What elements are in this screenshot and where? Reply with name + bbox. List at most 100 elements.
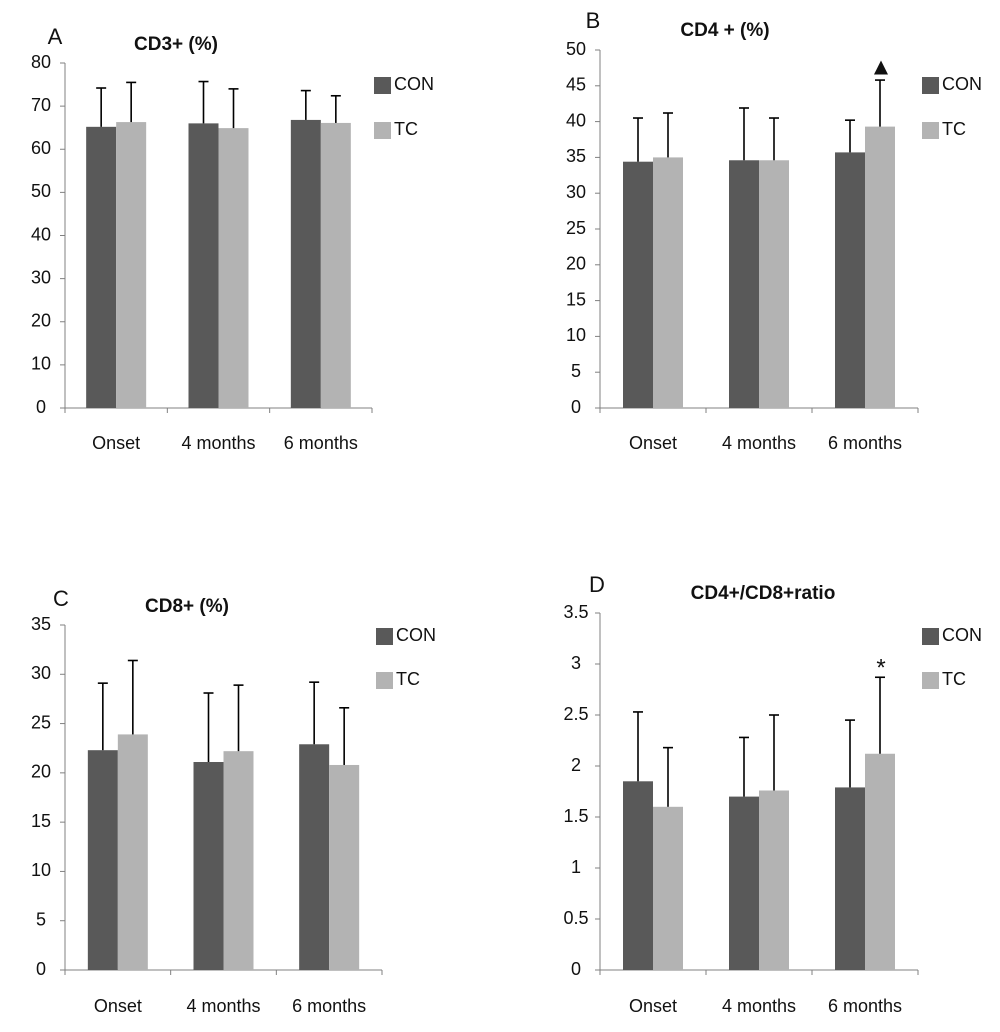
y-tick-label: 20 xyxy=(31,762,51,782)
y-tick-label: 80 xyxy=(31,52,51,72)
x-tick-label: 4 months xyxy=(181,433,255,453)
chart-panel-d: D CD4+/CD8+ratio 0 0.5 1 1.5 2 2.5 3 3.5 Onset 4 mo… xyxy=(563,572,982,1016)
y-tick-label: 10 xyxy=(31,354,51,374)
y-tick-label: 40 xyxy=(31,224,51,244)
legend-swatch-tc xyxy=(922,122,939,139)
x-tick-label: Onset xyxy=(629,996,677,1016)
bar-tc xyxy=(759,160,789,408)
panel-letter: D xyxy=(589,572,605,597)
y-tick-label: 5 xyxy=(36,909,46,929)
legend-label-con: CON xyxy=(942,74,982,94)
bar-con xyxy=(835,787,865,970)
y-tick-label: 20 xyxy=(31,311,51,331)
legend-label-tc: TC xyxy=(394,119,418,139)
bar-con xyxy=(87,750,118,970)
bar-con xyxy=(290,119,321,409)
x-tick-label: Onset xyxy=(92,433,140,453)
x-tick-label: 4 months xyxy=(722,433,796,453)
chart-panel-c: C CD8+ (%) 0 5 10 15 20 25 30 35 Onset 4 months 6 mo… xyxy=(31,586,436,1016)
bar-con xyxy=(193,762,224,970)
y-tick-label: 50 xyxy=(566,39,586,59)
bar-tc xyxy=(865,753,895,970)
y-tick-label: 25 xyxy=(566,218,586,238)
y-tick-label: 30 xyxy=(566,182,586,202)
panel-letter: A xyxy=(48,24,63,49)
legend-swatch-con xyxy=(922,77,939,94)
legend-swatch-con xyxy=(922,628,939,645)
bar-tc xyxy=(223,751,254,970)
y-tick-label: 2 xyxy=(571,755,581,775)
bar-tc xyxy=(117,734,148,970)
y-tick-label: 60 xyxy=(31,138,51,158)
y-tick-label: 10 xyxy=(566,325,586,345)
legend-label-tc: TC xyxy=(942,669,966,689)
y-tick-label: 45 xyxy=(566,75,586,95)
legend-swatch-con xyxy=(376,628,393,645)
legend-swatch-tc xyxy=(376,672,393,689)
y-tick-label: 0 xyxy=(36,397,46,417)
x-tick-label: 6 months xyxy=(828,996,902,1016)
y-tick-label: 20 xyxy=(566,254,586,274)
bar-tc xyxy=(320,122,351,408)
y-tick-label: 0 xyxy=(571,959,581,979)
bar-tc xyxy=(218,128,249,408)
chart-title: CD4+/CD8+ratio xyxy=(691,583,836,604)
y-tick-label: 0.5 xyxy=(563,908,588,928)
legend-label-tc: TC xyxy=(942,119,966,139)
bar-tc xyxy=(116,122,147,409)
x-tick-label: 6 months xyxy=(828,433,902,453)
y-tick-label: 30 xyxy=(31,663,51,683)
y-tick-label: 40 xyxy=(566,110,586,130)
bar-tc xyxy=(653,157,683,408)
bar-con xyxy=(623,161,653,408)
legend-label-con: CON xyxy=(394,74,434,94)
y-tick-label: 5 xyxy=(571,361,581,381)
legend-swatch-tc xyxy=(374,122,391,139)
bar-tc xyxy=(329,764,360,970)
panel-letter: B xyxy=(586,8,601,33)
legend-label-con: CON xyxy=(396,625,436,645)
y-tick-label: 10 xyxy=(31,860,51,880)
chart-title: CD3+ (%) xyxy=(134,34,218,55)
y-tick-label: 15 xyxy=(566,289,586,309)
y-tick-label: 35 xyxy=(566,146,586,166)
x-tick-label: 4 months xyxy=(186,996,260,1016)
y-tick-label: 3 xyxy=(571,653,581,673)
x-tick-label: 6 months xyxy=(284,433,358,453)
bar-con xyxy=(729,796,759,970)
bar-con xyxy=(188,123,219,408)
y-tick-label: 50 xyxy=(31,181,51,201)
y-tick-label: 0 xyxy=(36,959,46,979)
bar-con xyxy=(729,160,759,408)
bar-con xyxy=(86,126,117,408)
chart-panel-b: B CD4 + (%) 0 5 10 15 20 25 30 35 40 45 50 Onset 4 mon… xyxy=(566,8,982,453)
y-tick-label: 3.5 xyxy=(563,602,588,622)
bar-tc xyxy=(865,126,895,408)
x-tick-label: 4 months xyxy=(722,996,796,1016)
x-tick-label: 6 months xyxy=(292,996,366,1016)
panel-letter: C xyxy=(53,586,69,611)
significance-marker: ▲ xyxy=(869,53,893,80)
y-tick-label: 1 xyxy=(571,857,581,877)
y-tick-label: 1.5 xyxy=(563,806,588,826)
significance-marker: * xyxy=(876,654,885,681)
y-tick-label: 0 xyxy=(571,397,581,417)
x-tick-label: Onset xyxy=(94,996,142,1016)
legend-swatch-con xyxy=(374,77,391,94)
legend-label-tc: TC xyxy=(396,669,420,689)
bar-con xyxy=(623,781,653,970)
bar-tc xyxy=(653,806,683,970)
bar-con xyxy=(835,152,865,408)
y-tick-label: 2.5 xyxy=(563,704,588,724)
y-tick-label: 35 xyxy=(31,614,51,634)
x-tick-label: Onset xyxy=(629,433,677,453)
y-tick-label: 30 xyxy=(31,267,51,287)
bar-tc xyxy=(759,790,789,970)
y-tick-label: 70 xyxy=(31,95,51,115)
y-tick-label: 15 xyxy=(31,811,51,831)
legend-label-con: CON xyxy=(942,625,982,645)
bar-con xyxy=(299,744,330,970)
chart-panel-a: A CD3+ (%) 0 10 20 30 40 50 60 70 80 Onset 4 months 6… xyxy=(31,24,434,453)
legend-swatch-tc xyxy=(922,672,939,689)
